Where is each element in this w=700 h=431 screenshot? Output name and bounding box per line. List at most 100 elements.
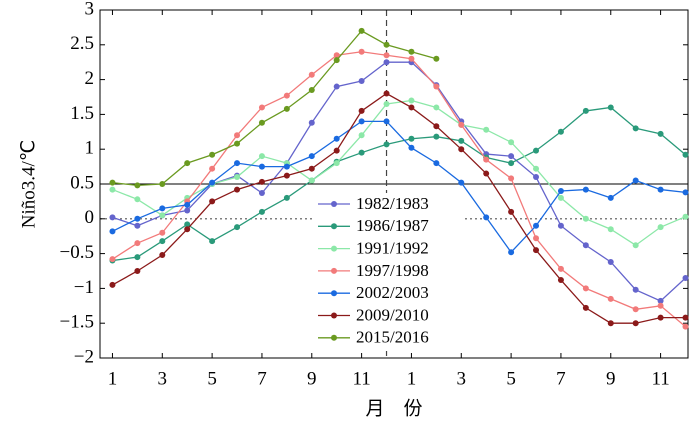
data-point: [458, 137, 465, 144]
series-line: [112, 51, 686, 328]
data-point: [134, 268, 141, 274]
data-point: [209, 198, 216, 205]
data-point: [134, 254, 141, 261]
x-tick-label: 5: [506, 368, 516, 389]
data-point: [358, 118, 365, 125]
data-point: [533, 235, 540, 242]
y-tick-label: 2: [85, 68, 95, 89]
data-point: [483, 156, 490, 163]
legend-marker: [331, 267, 337, 274]
data-point: [607, 194, 614, 201]
data-point: [657, 186, 664, 193]
data-point: [408, 55, 415, 62]
data-point: [607, 258, 614, 265]
data-point: [657, 314, 664, 321]
data-point: [657, 224, 664, 231]
data-point: [358, 77, 365, 84]
data-point: [632, 286, 639, 293]
data-point: [408, 144, 415, 151]
data-point: [557, 222, 564, 229]
data-point: [557, 194, 564, 201]
data-point: [433, 133, 440, 140]
data-point: [632, 125, 639, 132]
legend-marker: [331, 245, 337, 252]
x-tick-label: 5: [207, 368, 217, 389]
data-point: [383, 100, 390, 107]
x-axis-label: 月 份: [365, 397, 422, 419]
data-point: [383, 141, 390, 148]
data-point: [333, 52, 340, 59]
data-point: [557, 277, 564, 284]
data-point: [258, 119, 265, 126]
y-tick-label: −1.5: [60, 312, 94, 333]
data-point: [433, 104, 440, 111]
data-point: [383, 52, 390, 59]
data-point: [657, 297, 664, 304]
data-point: [458, 179, 465, 186]
data-point: [134, 196, 141, 203]
data-point: [209, 151, 216, 158]
data-point: [258, 153, 265, 160]
data-point: [109, 228, 116, 235]
data-point: [258, 163, 265, 170]
data-point: [632, 306, 639, 313]
data-point: [184, 160, 191, 167]
data-point: [607, 320, 614, 327]
data-point: [632, 320, 639, 327]
data-point: [283, 172, 290, 179]
data-point: [682, 189, 689, 196]
legend-box: [312, 193, 464, 351]
data-point: [134, 240, 141, 247]
legend: 1982/1983 1986/1987 1991/1992 1997/1998 2002…: [312, 193, 464, 351]
data-point: [109, 256, 116, 263]
data-point: [184, 207, 191, 214]
data-point: [508, 160, 515, 167]
data-point: [483, 170, 490, 177]
data-point: [508, 153, 515, 160]
legend-label: 2009/2010: [356, 305, 429, 324]
data-point: [308, 71, 315, 78]
x-tick-label: 9: [307, 368, 317, 389]
data-point: [333, 160, 340, 167]
y-tick-label: 1.5: [70, 103, 94, 124]
data-point: [333, 135, 340, 142]
data-point: [582, 215, 589, 222]
x-tick-label: 1: [108, 368, 118, 389]
data-point: [557, 265, 564, 272]
x-tick-label: 11: [352, 368, 370, 389]
data-point: [184, 221, 191, 228]
data-point: [308, 119, 315, 126]
legend-label: 1982/1983: [356, 194, 429, 213]
data-point: [358, 27, 365, 34]
data-point: [308, 177, 315, 184]
y-tick-label: −2: [74, 346, 94, 367]
y-axis-label: Niño3.4/℃: [18, 140, 39, 228]
data-point: [184, 226, 191, 233]
data-point: [209, 179, 216, 186]
data-point: [109, 186, 116, 193]
data-point: [258, 208, 265, 215]
data-point: [682, 213, 689, 220]
data-point: [533, 147, 540, 154]
data-point: [582, 285, 589, 292]
data-point: [234, 224, 241, 231]
data-point: [433, 55, 440, 62]
data-point: [159, 229, 166, 236]
data-point: [408, 135, 415, 142]
data-point: [408, 48, 415, 55]
data-point: [508, 175, 515, 182]
data-point: [358, 48, 365, 55]
data-point: [333, 83, 340, 90]
legend-label: 1986/1987: [356, 216, 429, 235]
data-point: [508, 208, 515, 215]
data-point: [508, 249, 515, 256]
data-point: [557, 128, 564, 135]
legend-marker: [331, 290, 337, 297]
x-tick-label: 3: [158, 368, 168, 389]
data-point: [582, 242, 589, 249]
data-point: [533, 165, 540, 172]
y-tick-label: 0: [85, 207, 95, 228]
data-point: [607, 104, 614, 111]
x-tick-label: 7: [556, 368, 566, 389]
data-point: [458, 121, 465, 128]
